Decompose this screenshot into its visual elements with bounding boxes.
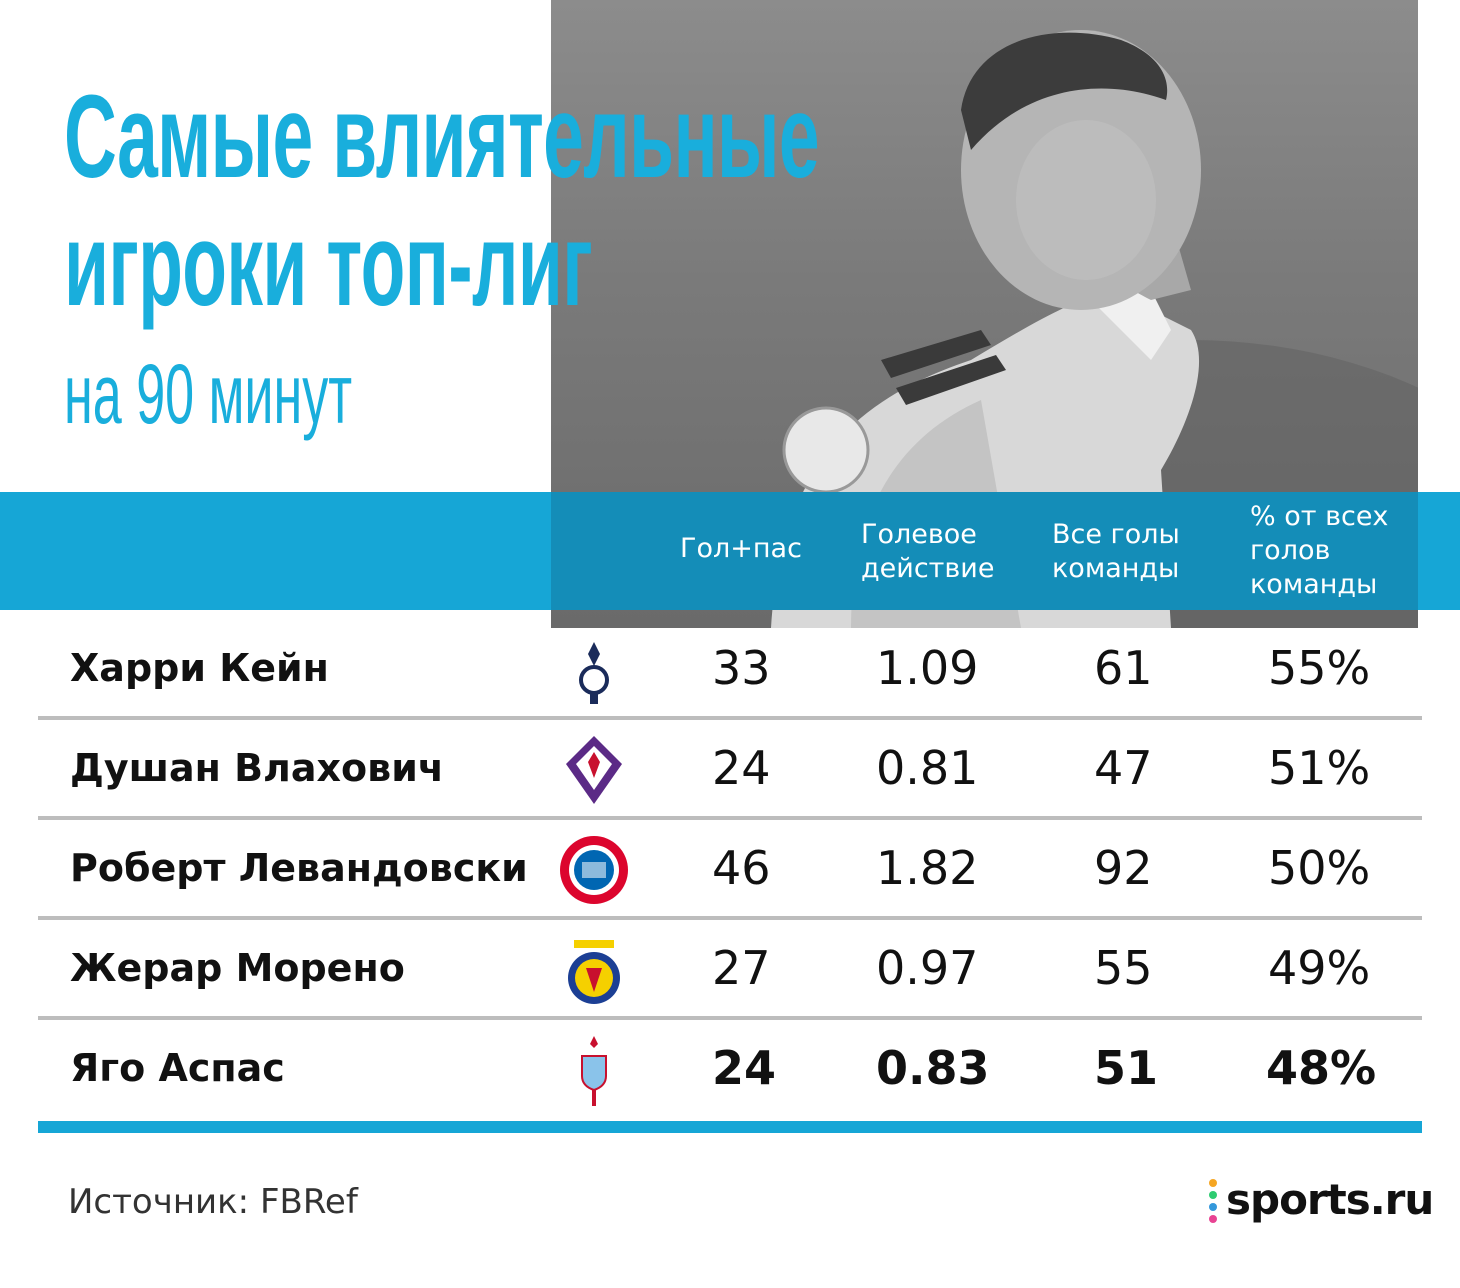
player-name: Душан Влахович [70, 746, 444, 790]
column-header-goal-action: Голевое действие [861, 519, 995, 584]
bayern-crest-icon [560, 836, 628, 904]
table-bottom-line [38, 1121, 1422, 1133]
table-row: Душан Влахович 24 0.81 47 51% [38, 720, 1422, 820]
team-goals-value: 61 [1094, 641, 1153, 695]
source-note: Источник: FBRef [68, 1182, 358, 1222]
table-row-highlighted: Яго Аспас 24 0.83 51 48% [38, 1020, 1422, 1120]
goal-action-value: 0.81 [876, 741, 979, 795]
page-title: Самые влиятельные игроки топ-лиг [64, 78, 820, 331]
team-goals-value: 55 [1094, 941, 1153, 995]
brand-dots-icon [1209, 1179, 1217, 1223]
goals-assists-value: 33 [712, 641, 771, 695]
table-row: Роберт Левандовски 46 1.82 92 50% [38, 820, 1422, 920]
row-divider [38, 716, 1422, 720]
row-divider [38, 1016, 1422, 1020]
goals-assists-value: 27 [712, 941, 771, 995]
team-goals-value: 92 [1094, 841, 1153, 895]
row-divider [38, 916, 1422, 920]
brand-name: sports.ru [1226, 1175, 1434, 1224]
fiorentina-crest-icon [566, 736, 622, 804]
column-header-share: % от всех голов команды [1250, 501, 1389, 600]
row-divider [38, 816, 1422, 820]
page-subtitle: на 90 минут [64, 347, 353, 441]
team-goals-value: 47 [1094, 741, 1153, 795]
column-header-goals-assists: Гол+пас [680, 533, 802, 564]
player-name: Харри Кейн [70, 646, 329, 690]
goal-action-value: 0.83 [876, 1041, 990, 1095]
celta-crest-icon [581, 1036, 607, 1106]
column-header-team-goals: Все голы команды [1052, 519, 1180, 584]
goal-action-value: 1.82 [876, 841, 979, 895]
player-name: Яго Аспас [70, 1046, 285, 1090]
goals-assists-value: 46 [712, 841, 771, 895]
goals-assists-value: 24 [712, 1041, 777, 1095]
share-value: 55% [1268, 641, 1371, 695]
player-name: Жерар Морено [70, 946, 405, 990]
table-row: Харри Кейн 33 1.09 61 55% [38, 620, 1422, 720]
tottenham-crest-icon [579, 642, 609, 704]
goals-assists-value: 24 [712, 741, 771, 795]
villarreal-crest-icon [568, 940, 620, 1004]
header-band-photo-overlay [551, 492, 1418, 610]
team-goals-value: 51 [1094, 1041, 1159, 1095]
share-value: 49% [1268, 941, 1371, 995]
share-value: 50% [1268, 841, 1371, 895]
player-name: Роберт Левандовски [70, 846, 528, 890]
share-value: 51% [1268, 741, 1371, 795]
goal-action-value: 0.97 [876, 941, 979, 995]
title-line-2: игроки топ-лиг [64, 199, 593, 331]
goal-action-value: 1.09 [876, 641, 979, 695]
title-line-1: Самые влиятельные [64, 71, 820, 203]
table-row: Жерар Морено 27 0.97 55 49% [38, 920, 1422, 1020]
share-value: 48% [1266, 1041, 1377, 1095]
